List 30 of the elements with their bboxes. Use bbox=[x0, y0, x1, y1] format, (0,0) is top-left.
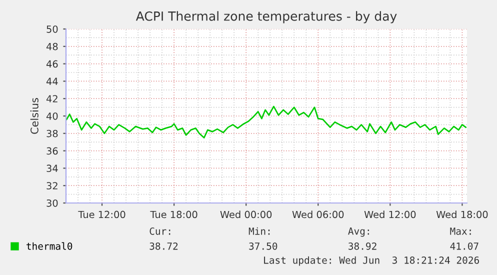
y-tick-label: 44 bbox=[46, 78, 58, 85]
text: 38.92 bbox=[348, 242, 376, 250]
chart-title: ACPI Thermal zone temperatures - by day bbox=[136, 11, 397, 24]
text: Cur: bbox=[150, 227, 170, 235]
x-tick-label: Tue 12:00 bbox=[78, 210, 126, 218]
y-tick-label: 30 bbox=[46, 199, 58, 207]
y-tick-label: 36 bbox=[46, 147, 58, 155]
x-tick-label: Wed 00:00 bbox=[220, 210, 272, 218]
y-tick-label: 42 bbox=[46, 95, 58, 102]
x-tick-label: Tue 18:00 bbox=[150, 210, 198, 218]
y-tick-label: 48 bbox=[46, 42, 58, 50]
y-tick-label: 34 bbox=[46, 164, 58, 172]
x-tick-label: Wed 18:00 bbox=[436, 210, 488, 218]
text: Max: bbox=[450, 228, 471, 235]
y-tick-label: 46 bbox=[46, 60, 58, 68]
text: 37.50 bbox=[249, 242, 278, 250]
y-tick-label: 32 bbox=[46, 182, 58, 190]
legend-label: thermal0 bbox=[26, 242, 72, 250]
y-tick-label: 38 bbox=[46, 130, 58, 138]
x-tick-label: Wed 12:00 bbox=[364, 210, 416, 218]
y-axis-title: Celsius bbox=[30, 98, 38, 134]
text: Avg: bbox=[348, 228, 369, 237]
text: 41.07 bbox=[450, 242, 478, 250]
y-tick-label: 40 bbox=[46, 112, 58, 120]
y-tick-label: 50 bbox=[46, 25, 58, 33]
line-series bbox=[66, 106, 466, 138]
x-tick-label: Wed 06:00 bbox=[292, 210, 344, 218]
text: Last update: Wed Jun 3 18:21:24 2026 bbox=[264, 256, 479, 266]
text: Min: bbox=[248, 227, 270, 235]
text: 38.72 bbox=[150, 242, 178, 250]
